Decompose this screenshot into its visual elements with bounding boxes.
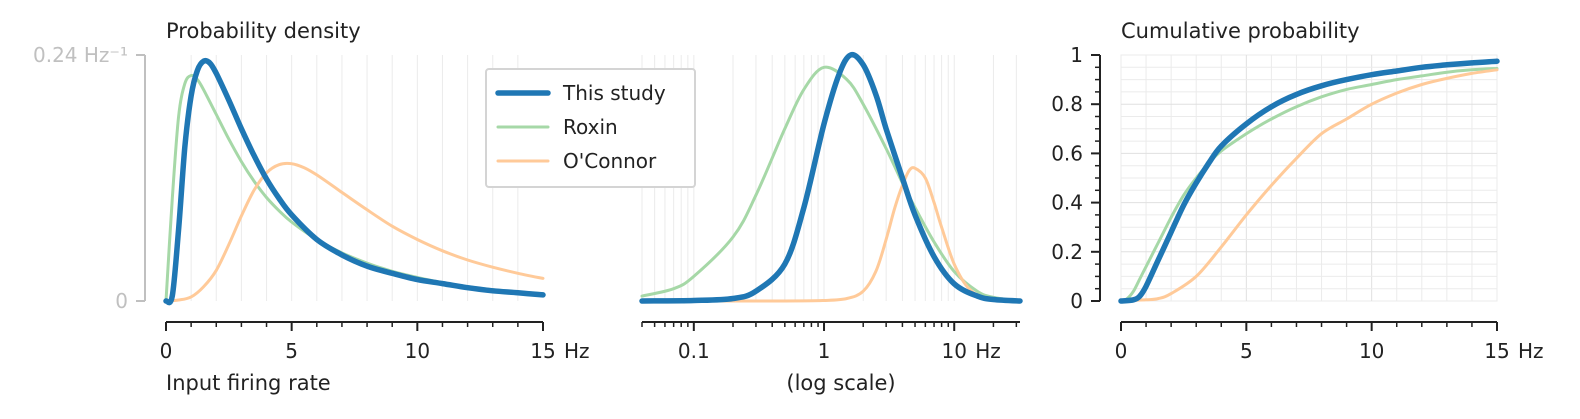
y-tick-label: 0.24 Hz⁻¹	[33, 43, 128, 67]
y-tick-label: 1	[1070, 43, 1083, 67]
x-unit-label: Hz	[975, 339, 1001, 363]
x-axis-label: Input firing rate	[166, 371, 331, 395]
x-unit-label: Hz	[564, 339, 590, 363]
y-tick-label: 0.8	[1051, 92, 1083, 116]
x-tick-label: 0	[1115, 339, 1128, 363]
x-tick-label: 5	[1240, 339, 1253, 363]
x-tick-label: 10	[1359, 339, 1384, 363]
log-density-panel: 0.1 1 10 Hz (log scale)	[639, 51, 1023, 395]
chart-title: Cumulative probability	[1121, 19, 1360, 43]
series-line-this-study	[1118, 58, 1500, 304]
x-tick-label: 10	[941, 339, 966, 363]
x-tick-label: 0.1	[678, 339, 710, 363]
legend-label: This study	[562, 81, 666, 105]
series-line-roxin	[640, 65, 1022, 303]
series-line-o-connor	[164, 161, 545, 303]
series-line-roxin	[1119, 67, 1499, 303]
chart-title: Probability density	[166, 19, 361, 43]
y-tick-label: 0	[1070, 289, 1083, 313]
x-tick-label: 15	[1484, 339, 1509, 363]
series-line-this-study	[163, 57, 546, 306]
legend-label: O'Connor	[563, 149, 657, 173]
x-unit-label: Hz	[1518, 339, 1544, 363]
legend-box	[485, 68, 696, 188]
y-tick-label: 0	[115, 289, 128, 313]
y-tick-label: 0.2	[1051, 240, 1083, 264]
series-line-o-connor	[640, 166, 1022, 303]
legend-label: Roxin	[563, 115, 618, 139]
y-tick-label: 0.4	[1051, 191, 1083, 215]
x-tick-label: 5	[285, 339, 298, 363]
x-tick-label: 1	[818, 339, 831, 363]
series-line-o-connor	[1119, 68, 1499, 303]
x-axis-label: (log scale)	[786, 371, 895, 395]
x-tick-label: 10	[405, 339, 430, 363]
x-tick-label: 0	[160, 339, 173, 363]
y-tick-label: 0.6	[1051, 141, 1083, 165]
legend: This study Roxin O'Connor	[485, 68, 696, 188]
x-tick-label: 15	[530, 339, 555, 363]
series-line-this-study	[639, 51, 1023, 304]
